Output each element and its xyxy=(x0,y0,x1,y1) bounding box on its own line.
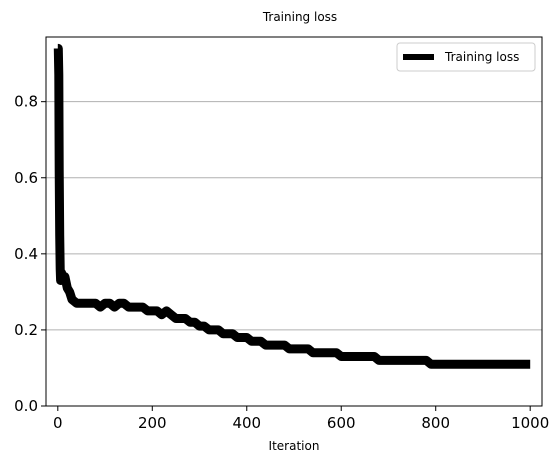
x-tick-label: 800 xyxy=(421,414,450,432)
legend-box xyxy=(396,42,536,72)
y-axis-ticks: 0.0 0.2 0.4 0.6 0.8 xyxy=(14,93,46,415)
plot-frame xyxy=(45,36,543,407)
x-tick-label: 400 xyxy=(232,414,261,432)
x-axis-ticks: 0 200 400 600 800 1000 xyxy=(53,406,549,432)
x-axis-label: Iteration xyxy=(269,439,320,453)
legend[interactable]: Training loss xyxy=(396,42,536,72)
y-tick-label: 0.2 xyxy=(14,321,38,339)
x-tick-label: 1000 xyxy=(511,414,549,432)
gridlines xyxy=(46,101,542,331)
series-line-training-loss xyxy=(53,43,531,369)
series-group xyxy=(53,43,531,369)
legend-label: Training loss xyxy=(444,50,519,64)
x-tick-label: 200 xyxy=(138,414,167,432)
y-tick-label: 0.8 xyxy=(14,93,38,111)
y-tick-label: 0.6 xyxy=(14,169,38,187)
chart-title: Training loss xyxy=(262,10,337,24)
x-tick-label: 0 xyxy=(53,414,63,432)
y-tick-label: 0.4 xyxy=(14,245,38,263)
y-tick-label: 0.0 xyxy=(14,397,38,415)
x-tick-label: 600 xyxy=(327,414,356,432)
